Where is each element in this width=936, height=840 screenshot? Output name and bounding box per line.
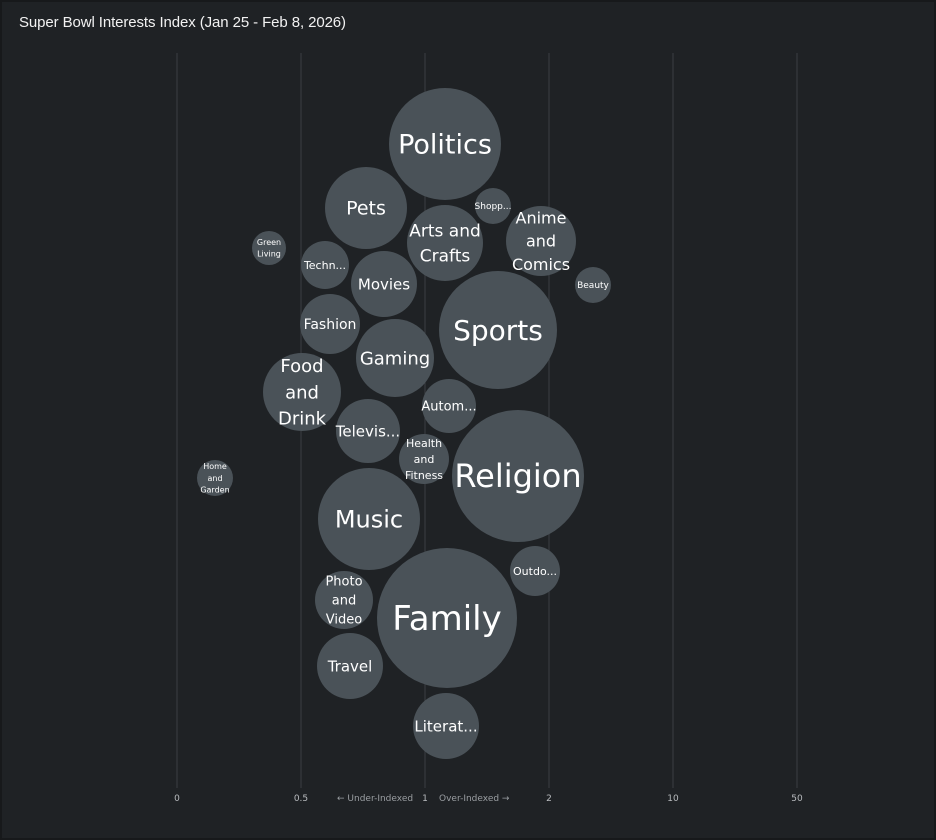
bubble-label: Health: [406, 437, 442, 450]
bubble-home-and-garden[interactable]: Home and Garden: [197, 460, 233, 496]
bubble-label: Outdo...: [513, 565, 557, 578]
bubble-music[interactable]: Music: [318, 468, 420, 570]
bubble-label: Shopp...: [475, 202, 512, 212]
bubble-label: Pets: [346, 198, 386, 220]
bubble-label: Green: [257, 238, 281, 247]
bubble-label: Music: [335, 505, 403, 533]
bubble-label: Sports: [453, 314, 543, 347]
bubble-label: Beauty: [577, 281, 609, 291]
bubble-label: Religion: [454, 457, 581, 495]
bubble-arts-and-crafts[interactable]: Arts and Crafts: [407, 205, 483, 281]
bubble-automotive[interactable]: Autom...: [421, 379, 477, 433]
bubble-gaming[interactable]: Gaming: [356, 319, 434, 397]
bubble-label: Politics: [398, 129, 492, 160]
bubble-pets[interactable]: Pets: [325, 167, 407, 249]
bubble-label: Movies: [358, 275, 410, 293]
x-tick-label: 0.5: [293, 794, 309, 804]
under-indexed-label: ← Under-Indexed: [337, 794, 414, 804]
bubble-label: and: [414, 453, 435, 466]
bubble-label: Home: [203, 462, 227, 471]
bubble-label: Crafts: [420, 246, 471, 266]
bubble-sports[interactable]: Sports: [439, 271, 557, 389]
bubble-green-living[interactable]: Green Living: [252, 231, 286, 265]
bubble-food-and-drink[interactable]: Food and Drink: [263, 353, 341, 431]
chart-title: Super Bowl Interests Index (Jan 25 - Feb…: [19, 14, 346, 31]
bubble-family[interactable]: Family: [377, 548, 517, 688]
x-tick-label: 10: [667, 794, 679, 804]
bubble-health-and-fitness[interactable]: Health and Fitness: [399, 434, 449, 484]
bubble-label: Fashion: [304, 317, 357, 333]
bubble-label: and: [332, 594, 356, 609]
bubble-outdoors[interactable]: Outdo...: [510, 546, 560, 596]
bubble-fashion[interactable]: Fashion: [300, 294, 360, 354]
bubble-label: Fitness: [405, 469, 443, 482]
bubble-literature[interactable]: Literat...: [413, 693, 479, 759]
bubble-label: Gaming: [360, 348, 430, 369]
bubble-shopping[interactable]: Shopp...: [475, 188, 512, 224]
bubble-label: Garden: [200, 485, 229, 494]
over-indexed-label: Over-Indexed →: [439, 794, 510, 804]
bubble-label: Autom...: [421, 400, 476, 415]
x-tick-label: 1: [422, 794, 428, 804]
bubble-movies[interactable]: Movies: [351, 251, 417, 317]
bubble-label: Family: [392, 599, 501, 639]
bubble-label: Photo: [325, 575, 362, 590]
x-tick-label: 50: [791, 794, 803, 804]
bubble-religion[interactable]: Religion: [452, 410, 584, 542]
bubble-label: and: [207, 474, 222, 483]
bubble-label: Literat...: [414, 717, 477, 735]
bubble-label: Video: [326, 612, 362, 627]
bubble-photo-and-video[interactable]: Photo and Video: [315, 571, 373, 629]
bubble-label: Anime: [516, 208, 567, 227]
bubble-politics[interactable]: Politics: [389, 88, 501, 200]
bubble-beauty[interactable]: Beauty: [575, 267, 611, 303]
bubble-television[interactable]: Televis...: [335, 399, 400, 463]
bubble-label: Food: [280, 356, 323, 377]
bubble-technology[interactable]: Techn...: [301, 241, 349, 289]
x-tick-label: 0: [174, 794, 180, 804]
bubble-label: and: [285, 382, 319, 403]
bubble-label: Televis...: [335, 422, 400, 440]
bubble-label: Comics: [512, 255, 570, 274]
x-tick-label: 2: [546, 794, 552, 804]
bubble-anime-and-comics[interactable]: Anime and Comics: [506, 206, 576, 276]
bubble-label: Drink: [278, 408, 327, 429]
bubble-label: Living: [257, 250, 281, 259]
bubble-label: Arts and: [409, 222, 481, 242]
bubble-travel[interactable]: Travel: [317, 633, 383, 699]
bubble-label: and: [526, 232, 556, 251]
bubble-label: Techn...: [303, 259, 346, 272]
bubble-label: Travel: [327, 657, 373, 675]
